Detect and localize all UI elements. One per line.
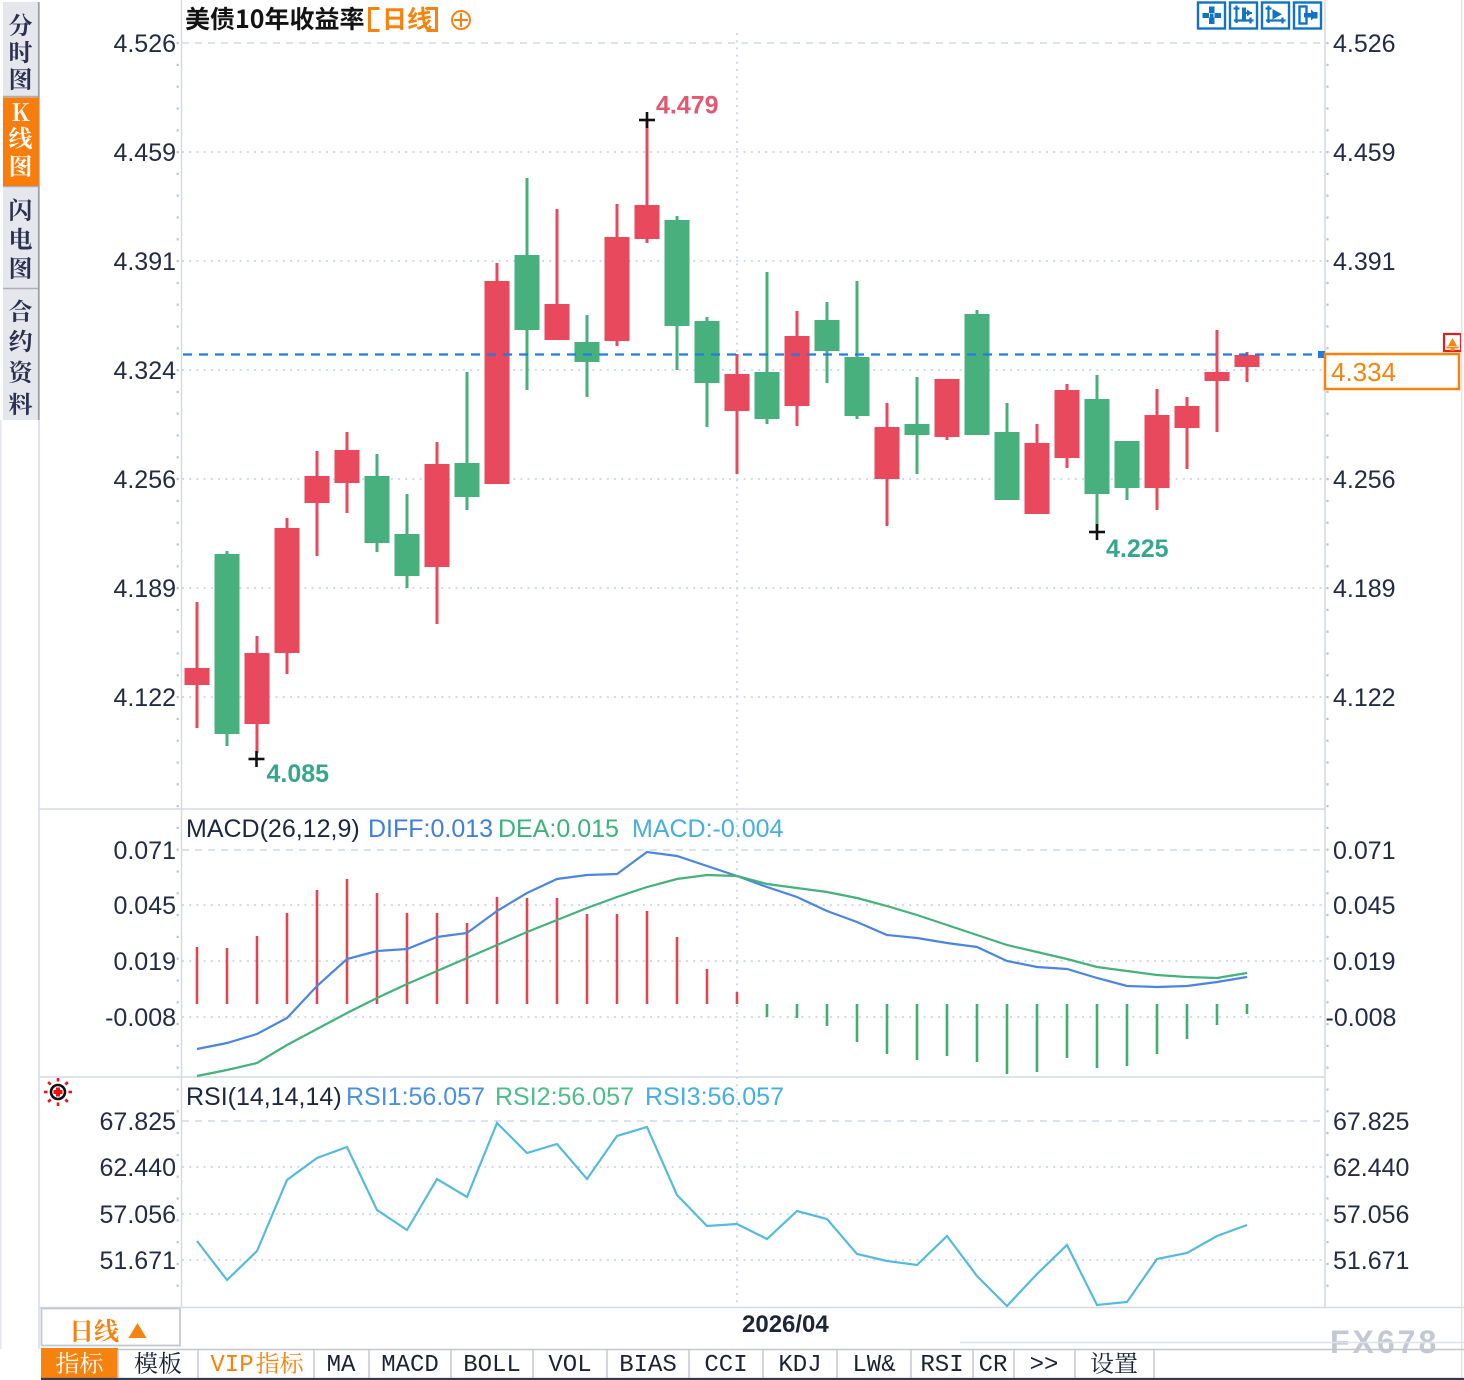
svg-text:57.056: 57.056 bbox=[100, 1201, 176, 1229]
svg-text:62.440: 62.440 bbox=[100, 1154, 176, 1182]
svg-text:4.225: 4.225 bbox=[1106, 535, 1169, 563]
svg-text:0.019: 0.019 bbox=[1333, 948, 1396, 976]
svg-text:RSI(14,14,14): RSI(14,14,14) bbox=[186, 1083, 342, 1111]
svg-text:4.324: 4.324 bbox=[113, 357, 176, 385]
svg-text:MACD(26,12,9): MACD(26,12,9) bbox=[186, 815, 360, 843]
svg-text:4.122: 4.122 bbox=[113, 684, 176, 712]
svg-text:RSI: RSI bbox=[920, 1352, 963, 1379]
svg-text:4.391: 4.391 bbox=[113, 248, 176, 276]
svg-text:MACD:-0.004: MACD:-0.004 bbox=[632, 815, 784, 843]
svg-text:51.671: 51.671 bbox=[100, 1247, 176, 1275]
svg-text:4.334: 4.334 bbox=[1331, 357, 1396, 387]
svg-text:0.071: 0.071 bbox=[113, 837, 176, 865]
svg-text:67.825: 67.825 bbox=[1333, 1108, 1409, 1136]
svg-text:51.671: 51.671 bbox=[1333, 1247, 1409, 1275]
svg-text:4.459: 4.459 bbox=[1333, 139, 1396, 167]
svg-text:4.459: 4.459 bbox=[113, 139, 176, 167]
svg-text:57.056: 57.056 bbox=[1333, 1201, 1409, 1229]
svg-text:4.189: 4.189 bbox=[113, 575, 176, 603]
svg-text:4.526: 4.526 bbox=[113, 30, 176, 58]
svg-text:4.085: 4.085 bbox=[267, 760, 330, 788]
svg-text:MA: MA bbox=[327, 1352, 356, 1379]
svg-text:4.122: 4.122 bbox=[1333, 684, 1396, 712]
svg-text:62.440: 62.440 bbox=[1333, 1154, 1409, 1182]
svg-text:4.391: 4.391 bbox=[1333, 248, 1396, 276]
svg-text:>>: >> bbox=[1030, 1352, 1059, 1379]
svg-text:67.825: 67.825 bbox=[100, 1108, 176, 1136]
svg-text:DEA:0.015: DEA:0.015 bbox=[498, 815, 619, 843]
svg-text:0.071: 0.071 bbox=[1333, 837, 1396, 865]
svg-text:-0.008: -0.008 bbox=[105, 1004, 176, 1032]
svg-text:RSI1:56.057: RSI1:56.057 bbox=[346, 1083, 485, 1111]
svg-text:BIAS: BIAS bbox=[619, 1352, 677, 1379]
svg-text:CCI: CCI bbox=[704, 1352, 747, 1379]
svg-text:RSI2:56.057: RSI2:56.057 bbox=[495, 1083, 634, 1111]
svg-text:LW&: LW& bbox=[852, 1352, 895, 1379]
svg-text:4.189: 4.189 bbox=[1333, 575, 1396, 603]
svg-text:4.479: 4.479 bbox=[656, 92, 719, 120]
svg-text:KDJ: KDJ bbox=[778, 1352, 821, 1379]
svg-text:4.526: 4.526 bbox=[1333, 30, 1396, 58]
svg-text:DIFF:0.013: DIFF:0.013 bbox=[368, 815, 493, 843]
svg-text:BOLL: BOLL bbox=[463, 1352, 521, 1379]
svg-text:-0.008: -0.008 bbox=[1326, 1004, 1397, 1032]
svg-text:RSI3:56.057: RSI3:56.057 bbox=[645, 1083, 784, 1111]
svg-text:4.256: 4.256 bbox=[113, 466, 176, 494]
svg-text:VIP: VIP bbox=[210, 1352, 253, 1379]
svg-text:VOL: VOL bbox=[548, 1352, 591, 1379]
svg-text:4.256: 4.256 bbox=[1333, 466, 1396, 494]
svg-text:0.045: 0.045 bbox=[1333, 892, 1396, 920]
svg-text:0.045: 0.045 bbox=[113, 892, 176, 920]
svg-text:2026/04: 2026/04 bbox=[742, 1311, 829, 1338]
svg-text:MACD: MACD bbox=[381, 1352, 439, 1379]
svg-text:CR: CR bbox=[979, 1352, 1008, 1379]
svg-text:0.019: 0.019 bbox=[113, 948, 176, 976]
